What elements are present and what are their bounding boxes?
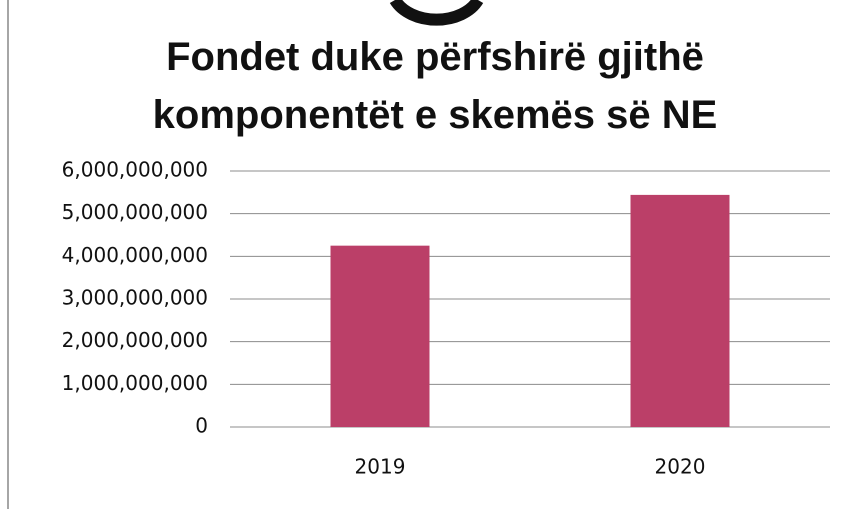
y-tick-label: 5,000,000,000 [62, 200, 208, 224]
bar [330, 245, 430, 427]
decoration-arc [389, 0, 484, 26]
y-tick-label: 2,000,000,000 [62, 328, 208, 352]
bar [630, 194, 730, 427]
y-tick-label: 3,000,000,000 [62, 286, 208, 310]
y-tick-label: 6,000,000,000 [62, 158, 208, 182]
y-tick-label: 4,000,000,000 [62, 243, 208, 267]
x-tick-label: 2020 [655, 455, 706, 479]
x-tick-label: 2019 [355, 455, 406, 479]
y-tick-label: 0 [195, 414, 208, 438]
chart-title: Fondet duke përfshirë gjithë komponentët… [152, 35, 718, 137]
y-tick-label: 1,000,000,000 [62, 371, 208, 395]
